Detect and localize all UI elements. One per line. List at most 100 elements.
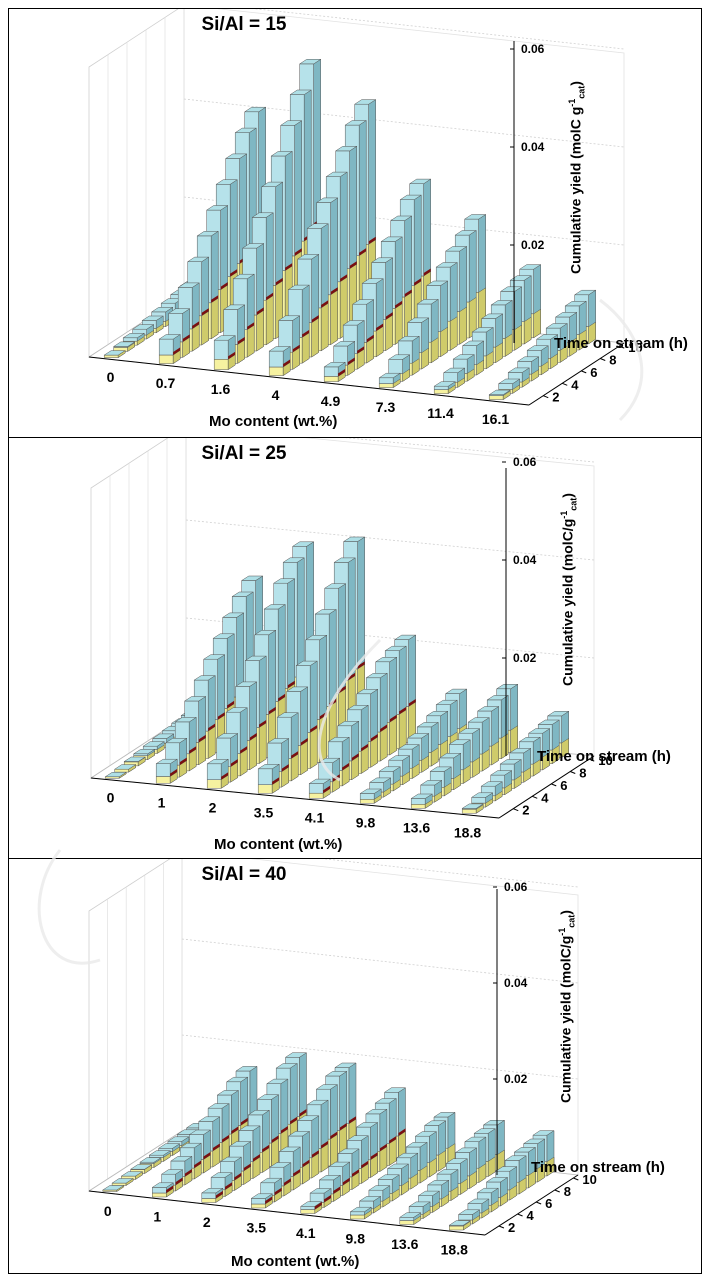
bar-top: [160, 1169, 184, 1175]
bar-side-base: [166, 1187, 174, 1198]
bar-front-base: [152, 1192, 167, 1198]
bar-top: [445, 1158, 469, 1164]
bar-band: [225, 1182, 233, 1190]
bar-top: [444, 246, 468, 252]
bar-band: [321, 300, 329, 308]
bar-top: [416, 299, 440, 305]
bar-top: [225, 707, 249, 713]
bar-top: [435, 699, 459, 705]
bar-side-base: [383, 786, 391, 798]
bar: [200, 1187, 224, 1203]
bar-top: [167, 308, 191, 314]
bar-side-base: [419, 1165, 428, 1184]
bar-top: [433, 381, 457, 387]
bar-side-base: [246, 324, 255, 358]
bar-top: [518, 737, 542, 743]
bar-front-base: [257, 784, 273, 794]
bar-band: [340, 274, 348, 282]
bar: [101, 1185, 125, 1192]
bar-top: [359, 788, 383, 794]
bar-top: [554, 312, 578, 318]
bar-band: [175, 1177, 183, 1186]
bar-front-top: [359, 793, 375, 800]
bar-top: [537, 719, 561, 725]
bar-top: [188, 1129, 212, 1135]
bar-side-base: [424, 799, 433, 809]
bar: [111, 1178, 134, 1186]
bar: [155, 758, 179, 784]
bar-band: [247, 322, 255, 330]
bar-top: [504, 1155, 527, 1161]
bar-band: [182, 334, 190, 342]
bar-band: [342, 1177, 350, 1186]
bar-band: [323, 785, 331, 794]
bar-side-base: [449, 316, 458, 351]
bar-top: [151, 733, 175, 739]
bar-top: [240, 575, 264, 581]
bar-band: [300, 738, 308, 746]
bar-side-base: [443, 782, 452, 797]
bar-band: [271, 1135, 279, 1143]
bar-top: [327, 1161, 351, 1167]
bar-side-base: [398, 709, 407, 750]
bar-top: [306, 223, 330, 229]
bar-band: [173, 347, 181, 355]
chart-title: Si/Al = 40: [201, 864, 287, 885]
bar-top: [132, 749, 156, 755]
bar-top: [170, 1156, 193, 1162]
bar: [206, 758, 230, 789]
bar-top: [183, 696, 207, 702]
bar-band: [330, 287, 338, 295]
bar-top: [323, 362, 347, 368]
bar-top: [234, 127, 258, 133]
bar-top: [494, 1166, 518, 1172]
bar-front-top: [133, 753, 148, 756]
bar-front-top: [300, 1206, 316, 1210]
bar-band: [220, 282, 228, 290]
bar-side-base: [413, 1215, 422, 1225]
bar-side-base: [457, 377, 465, 388]
bar: [488, 389, 512, 401]
bar-band: [253, 1154, 260, 1162]
bar-top: [277, 315, 301, 321]
bar-side-base: [542, 752, 550, 771]
bar-top: [299, 1201, 323, 1207]
bar-side-base: [169, 771, 178, 784]
bar-top: [358, 1196, 382, 1202]
bar-top: [150, 307, 174, 313]
bar-side-base: [258, 722, 267, 764]
bar-front-top: [308, 783, 324, 794]
bar-front-top: [323, 366, 339, 377]
bar-top: [221, 612, 245, 618]
bar-band: [256, 307, 264, 315]
bar-side-base: [588, 321, 596, 345]
bar-band: [170, 768, 178, 777]
bar-top: [334, 1062, 357, 1068]
x-tick-label: 18.8: [441, 1241, 468, 1257]
bar-side-base: [481, 1207, 490, 1219]
bar-top: [111, 1178, 134, 1184]
bar-top: [272, 578, 296, 584]
bar-front-top: [471, 797, 486, 804]
bar-top: [389, 215, 413, 221]
bar-band: [399, 706, 407, 715]
bar-top: [266, 738, 290, 744]
x-tick-label: 0: [107, 790, 115, 806]
bar-top: [256, 1094, 280, 1100]
bar-side-base: [136, 336, 145, 346]
bar-top: [315, 197, 339, 203]
bar-top: [383, 1087, 407, 1093]
bar-band: [272, 777, 280, 785]
bar-band: [184, 1169, 192, 1177]
z-tick: [589, 758, 595, 762]
bar-top: [193, 675, 217, 681]
bar-top: [122, 333, 146, 339]
x-tick-label: 1.6: [211, 381, 231, 397]
bar-band: [349, 1116, 356, 1124]
bar-front-top: [206, 763, 222, 780]
y-tick-label: 0.04: [521, 140, 545, 154]
bar-band: [366, 334, 374, 343]
bar-side-base: [495, 342, 503, 364]
x-tick-label: 4.1: [305, 810, 325, 826]
